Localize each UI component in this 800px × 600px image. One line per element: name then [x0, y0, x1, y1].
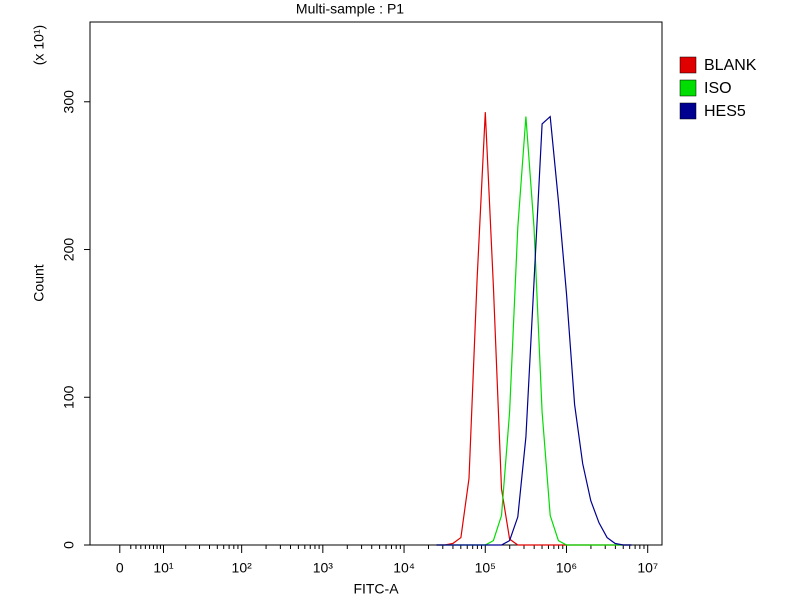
x-tick-label: 10⁶ — [556, 560, 577, 576]
legend-label: BLANK — [704, 57, 757, 74]
chart-title: Multi-sample : P1 — [296, 1, 404, 17]
y-tick-label: 100 — [61, 385, 77, 409]
legend-label: ISO — [704, 80, 732, 97]
y-axis-label: Count — [31, 264, 47, 301]
legend-label: HES5 — [704, 103, 746, 120]
series-line — [436, 116, 632, 546]
x-tick-label: 0 — [116, 560, 124, 576]
legend-swatch — [679, 56, 697, 74]
legend-swatch — [679, 79, 697, 97]
x-tick-label: 10⁵ — [475, 560, 496, 576]
x-tick-label: 10² — [232, 560, 253, 576]
x-axis-label: FITC-A — [353, 581, 399, 597]
plot-frame — [89, 21, 663, 546]
y-tick-label: 300 — [61, 90, 77, 114]
series-line — [436, 112, 632, 546]
y-multiplier-label: (x 10¹) — [31, 25, 47, 65]
x-tick-label: 10⁴ — [393, 560, 415, 576]
series-line — [436, 115, 632, 546]
x-tick-label: 10⁷ — [637, 560, 658, 576]
x-tick-label: 10³ — [313, 560, 334, 576]
x-tick-label: 10¹ — [153, 560, 174, 576]
y-tick-label: 200 — [61, 238, 77, 262]
legend-swatch — [679, 102, 697, 120]
y-tick-label: 0 — [61, 541, 77, 549]
